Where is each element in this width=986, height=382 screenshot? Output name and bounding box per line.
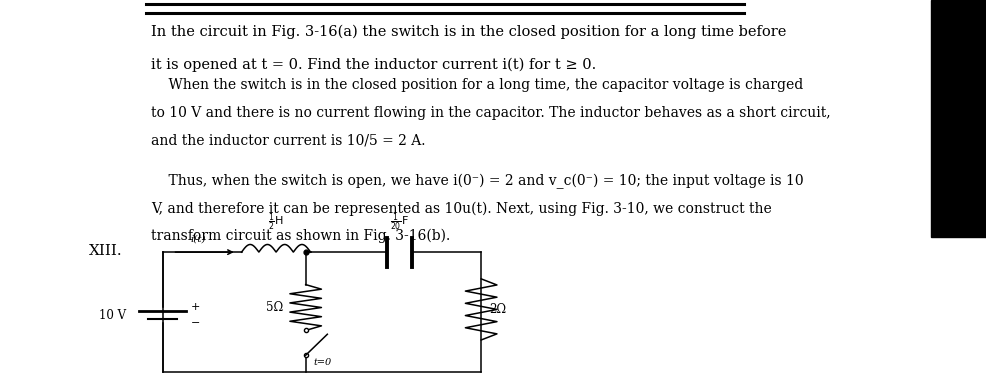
Text: Thus, when the switch is open, we have i(0⁻) = 2 and v_c(0⁻) = 10; the input vol: Thus, when the switch is open, we have i… [151,174,804,189]
Text: XIII.: XIII. [89,244,122,259]
Text: to 10 V and there is no current flowing in the capacitor. The inductor behaves a: to 10 V and there is no current flowing … [151,106,830,120]
Text: it is opened at t = 0. Find the inductor current i(t) for t ≥ 0.: it is opened at t = 0. Find the inductor… [151,57,597,72]
Text: 5Ω: 5Ω [266,301,283,314]
Text: In the circuit in Fig. 3-16(a) the switch is in the closed position for a long t: In the circuit in Fig. 3-16(a) the switc… [151,25,786,39]
Text: transform circuit as shown in Fig. 3-16(b).: transform circuit as shown in Fig. 3-16(… [151,229,450,243]
Text: and the inductor current is 10/5 = 2 A.: and the inductor current is 10/5 = 2 A. [151,133,425,147]
Text: 10 V: 10 V [99,309,126,322]
Text: $\frac{1}{20}$F: $\frac{1}{20}$F [389,212,409,233]
Text: i(t): i(t) [190,235,206,244]
Text: $\frac{1}{2}$H: $\frac{1}{2}$H [268,212,284,233]
Text: −: − [191,318,201,328]
Text: +: + [191,302,201,312]
Text: 2Ω: 2Ω [489,303,506,316]
Text: When the switch is in the closed position for a long time, the capacitor voltage: When the switch is in the closed positio… [151,78,804,92]
Bar [931,0,986,237]
Text: V, and therefore it can be represented as 10u(t). Next, using Fig. 3-10, we cons: V, and therefore it can be represented a… [151,201,772,216]
Text: t=0: t=0 [314,358,332,367]
